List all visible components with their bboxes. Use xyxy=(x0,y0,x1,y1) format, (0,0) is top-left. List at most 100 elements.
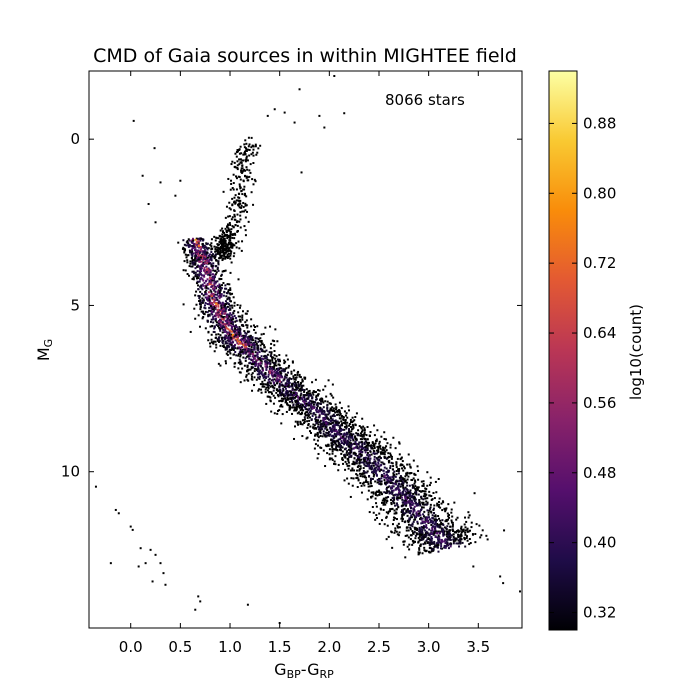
data-point xyxy=(338,429,341,432)
data-point xyxy=(228,292,231,295)
data-point xyxy=(314,443,317,446)
data-point xyxy=(238,185,241,188)
data-point xyxy=(282,389,285,392)
data-point xyxy=(236,168,239,171)
data-point xyxy=(358,462,361,465)
data-point xyxy=(440,545,443,548)
data-point xyxy=(229,324,232,327)
data-point xyxy=(229,336,232,339)
data-point xyxy=(389,482,392,485)
data-point xyxy=(211,285,214,288)
data-point xyxy=(387,510,390,513)
data-point xyxy=(297,380,300,383)
data-point xyxy=(220,293,223,296)
data-point xyxy=(370,444,373,447)
data-point xyxy=(240,206,243,209)
data-point xyxy=(363,471,366,474)
data-point xyxy=(432,533,435,536)
data-point xyxy=(429,510,432,513)
data-point xyxy=(268,384,271,387)
data-point xyxy=(322,420,325,423)
data-point xyxy=(404,534,407,537)
data-point xyxy=(210,312,213,315)
data-point xyxy=(187,245,190,248)
data-point xyxy=(239,214,242,217)
data-point xyxy=(249,171,252,174)
data-point xyxy=(231,216,234,219)
data-point xyxy=(213,298,216,301)
data-point xyxy=(428,518,431,521)
data-point xyxy=(454,537,457,540)
data-point xyxy=(300,386,303,389)
data-point xyxy=(481,529,484,532)
data-point xyxy=(330,417,333,420)
data-point xyxy=(294,420,297,423)
data-point xyxy=(225,205,228,208)
data-point xyxy=(224,311,227,314)
data-point xyxy=(455,530,458,533)
data-point xyxy=(341,437,344,440)
data-point xyxy=(296,412,299,415)
data-point xyxy=(391,546,394,549)
data-point xyxy=(415,511,418,514)
data-point xyxy=(242,201,245,204)
data-point xyxy=(347,440,350,443)
data-point xyxy=(215,346,218,349)
data-point xyxy=(202,294,205,297)
data-point xyxy=(339,449,342,452)
data-point xyxy=(239,186,242,189)
data-point xyxy=(229,235,232,238)
data-point xyxy=(292,391,295,394)
data-point xyxy=(313,438,316,441)
data-point xyxy=(355,459,358,462)
data-point xyxy=(366,498,369,501)
data-point xyxy=(330,394,333,397)
data-point xyxy=(448,535,451,538)
data-point xyxy=(349,451,352,454)
data-point xyxy=(213,284,216,287)
data-point xyxy=(397,526,400,529)
data-point xyxy=(289,404,292,407)
data-point xyxy=(277,360,280,363)
data-point xyxy=(310,400,313,403)
data-point xyxy=(221,242,224,245)
data-point xyxy=(271,384,274,387)
data-point xyxy=(229,304,232,307)
data-point xyxy=(139,547,142,550)
data-point xyxy=(351,421,354,424)
data-point xyxy=(245,324,248,327)
data-point xyxy=(359,445,362,448)
data-point xyxy=(300,171,303,174)
data-point xyxy=(199,248,202,251)
data-point xyxy=(239,361,242,364)
data-point xyxy=(450,511,453,514)
data-point xyxy=(244,209,247,212)
data-point xyxy=(390,461,393,464)
data-point xyxy=(387,496,390,499)
data-point xyxy=(348,409,351,412)
data-point xyxy=(205,293,208,296)
data-point xyxy=(289,407,292,410)
data-point xyxy=(387,461,390,464)
data-point xyxy=(330,442,333,445)
data-point xyxy=(332,409,335,412)
data-point xyxy=(320,427,323,430)
data-point xyxy=(339,412,342,415)
data-point xyxy=(350,433,353,436)
data-point xyxy=(438,535,441,538)
data-point xyxy=(251,355,254,358)
data-point xyxy=(238,247,241,250)
data-point xyxy=(197,277,200,280)
data-point xyxy=(211,273,214,276)
data-point xyxy=(234,328,237,331)
data-point xyxy=(231,187,234,190)
data-point xyxy=(387,535,390,538)
data-point xyxy=(317,411,320,414)
data-point xyxy=(230,343,233,346)
data-point xyxy=(210,238,213,241)
data-point xyxy=(263,355,266,358)
data-point xyxy=(244,204,247,207)
data-point xyxy=(417,502,420,505)
data-point xyxy=(448,529,451,532)
data-point xyxy=(282,397,285,400)
